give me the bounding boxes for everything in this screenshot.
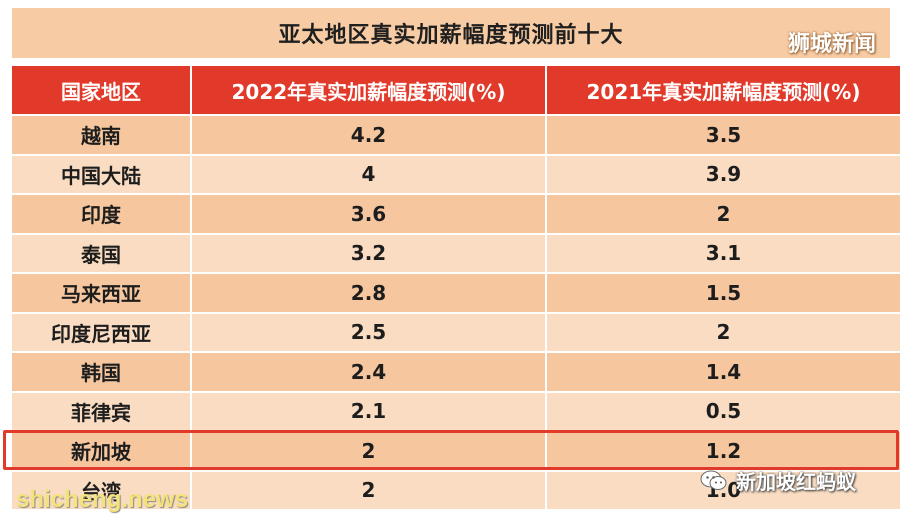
cell-2021: 1.4 bbox=[546, 351, 900, 392]
table-row: 菲律宾 2.1 0.5 bbox=[12, 390, 900, 431]
cell-2022: 2 bbox=[191, 469, 547, 509]
cell-2022: 2.8 bbox=[191, 272, 547, 313]
cell-2021: 1.2 bbox=[546, 430, 900, 471]
cell-2021: 0.5 bbox=[546, 390, 900, 431]
cell-2021: 2 bbox=[546, 193, 900, 234]
watermark-top-right: 狮城新闻 bbox=[787, 32, 876, 57]
salary-table: 国家地区 2022年真实加薪幅度预测(%) 2021年真实加薪幅度预测(%) 越… bbox=[12, 66, 900, 509]
cell-region: 泰国 bbox=[12, 232, 192, 273]
cell-region: 印度尼西亚 bbox=[12, 311, 192, 352]
cell-region: 台湾 bbox=[12, 469, 192, 509]
table-row: 印度尼西亚 2.5 2 bbox=[12, 311, 900, 352]
title-bar: 亚太地区真实加薪幅度预测前十大 bbox=[12, 8, 890, 58]
header-2022: 2022年真实加薪幅度预测(%) bbox=[191, 66, 547, 115]
cell-2022: 3.2 bbox=[191, 232, 547, 273]
cell-region: 菲律宾 bbox=[12, 390, 192, 431]
wechat-watermark: 新加坡红蚂蚁 bbox=[700, 466, 856, 495]
table-frame: 亚太地区真实加薪幅度预测前十大 狮城新闻 国家地区 2022年真实加薪幅度预测(… bbox=[12, 8, 900, 520]
table-row: 泰国 3.2 3.1 bbox=[12, 232, 900, 273]
header-2021: 2021年真实加薪幅度预测(%) bbox=[546, 66, 900, 115]
cell-2022: 4 bbox=[191, 153, 547, 194]
header-region: 国家地区 bbox=[12, 66, 192, 115]
cell-2022: 2.4 bbox=[191, 351, 547, 392]
cell-2022: 2.5 bbox=[191, 311, 547, 352]
cell-region: 韩国 bbox=[12, 351, 192, 392]
cell-2021: 3.9 bbox=[546, 153, 900, 194]
table-body: 越南 4.2 3.5 中国大陆 4 3.9 印度 3.6 2 泰国 3.2 3.1 马来西亚 2.8 1.5… bbox=[12, 114, 900, 509]
cell-2022: 2 bbox=[191, 430, 547, 471]
wechat-account-name: 新加坡红蚂蚁 bbox=[736, 470, 856, 494]
cell-2022: 4.2 bbox=[191, 114, 547, 155]
cell-region: 印度 bbox=[12, 193, 192, 234]
cell-region: 新加坡 bbox=[12, 430, 192, 471]
header-row: 国家地区 2022年真实加薪幅度预测(%) 2021年真实加薪幅度预测(%) bbox=[12, 66, 900, 115]
cell-2021: 1.5 bbox=[546, 272, 900, 313]
cell-2022: 2.1 bbox=[191, 390, 547, 431]
wechat-icon bbox=[700, 469, 728, 493]
table-row: 韩国 2.4 1.4 bbox=[12, 351, 900, 392]
cell-region: 越南 bbox=[12, 114, 192, 155]
table-row: 中国大陆 4 3.9 bbox=[12, 153, 900, 194]
table-row: 印度 3.6 2 bbox=[12, 193, 900, 234]
cell-region: 中国大陆 bbox=[12, 153, 192, 194]
table-row: 越南 4.2 3.5 bbox=[12, 114, 900, 155]
table-title: 亚太地区真实加薪幅度预测前十大 bbox=[278, 23, 624, 48]
cell-2021: 2 bbox=[546, 311, 900, 352]
site-watermark: shicheng.news bbox=[16, 486, 189, 513]
cell-region: 马来西亚 bbox=[12, 272, 192, 313]
cell-2021: 3.1 bbox=[546, 232, 900, 273]
cell-2022: 3.6 bbox=[191, 193, 547, 234]
highlight-box-singapore bbox=[3, 430, 899, 470]
table-row: 新加坡 2 1.2 bbox=[12, 430, 900, 471]
cell-2021: 3.5 bbox=[546, 114, 900, 155]
table-row: 马来西亚 2.8 1.5 bbox=[12, 272, 900, 313]
